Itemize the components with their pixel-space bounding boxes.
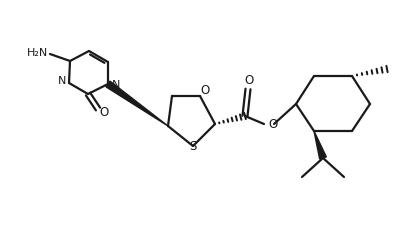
- Text: S: S: [189, 140, 197, 154]
- Polygon shape: [314, 131, 326, 159]
- Polygon shape: [106, 81, 168, 126]
- Text: H₂N: H₂N: [27, 48, 48, 58]
- Text: N: N: [112, 80, 120, 90]
- Text: N: N: [58, 76, 66, 86]
- Text: O: O: [200, 84, 210, 98]
- Text: O: O: [268, 118, 277, 132]
- Text: O: O: [99, 106, 109, 118]
- Text: O: O: [244, 74, 254, 88]
